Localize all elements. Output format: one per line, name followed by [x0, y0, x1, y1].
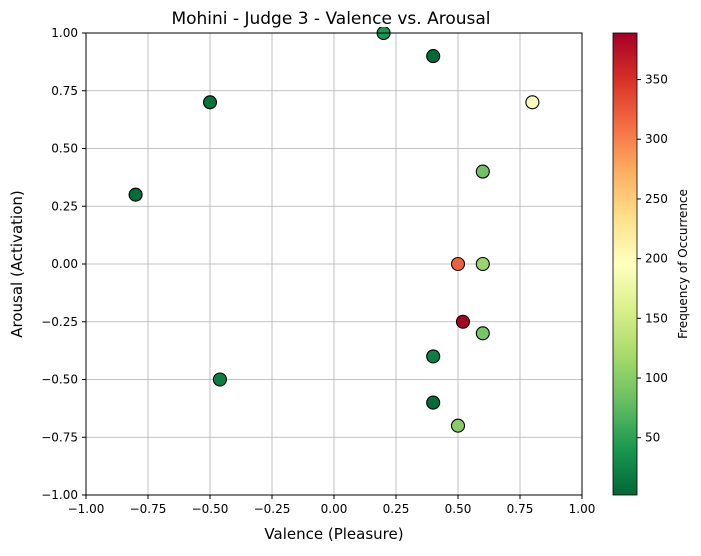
data-point-11: [212, 372, 227, 387]
data-point-9: [475, 326, 490, 341]
x-tick-label-3: −0.25: [254, 502, 291, 516]
colorbar-tick-label-3: 200: [645, 252, 668, 266]
y-tick-label-0: −1.00: [41, 488, 78, 502]
y-tick-label-7: 0.75: [51, 84, 78, 98]
y-axis-ticks: −1.00 −0.75 −0.50 −0.25 0.00 0.25 0.50 0.75 1.00: [41, 26, 86, 502]
colorbar-tick-label-2: 150: [645, 311, 668, 325]
colorbar-tick-label-5: 300: [645, 132, 668, 146]
data-point-7: [475, 256, 490, 272]
data-point-2: [202, 95, 218, 110]
x-tick-label-5: 0.25: [383, 502, 410, 516]
x-tick-label-8: 1.00: [569, 502, 596, 516]
grid-lines: [85, 32, 583, 496]
y-tick-label-5: 0.25: [51, 199, 78, 213]
x-axis-label: Valence (Pleasure): [264, 525, 403, 543]
data-point-6: [450, 256, 466, 272]
data-point-12: [426, 395, 441, 410]
colorbar: [612, 32, 638, 496]
data-point-10: [426, 349, 441, 364]
y-tick-label-1: −0.75: [41, 430, 78, 444]
colorbar-tick-label-4: 250: [645, 192, 668, 206]
x-tick-label-0: −1.00: [68, 502, 105, 516]
y-tick-label-4: 0.00: [51, 257, 78, 271]
colorbar-tick-label-0: 50: [645, 431, 660, 445]
colorbar-tick-label-1: 100: [645, 371, 668, 385]
x-tick-label-1: −0.75: [130, 502, 167, 516]
data-point-4: [475, 164, 490, 179]
data-point-1: [426, 49, 441, 64]
data-point-5: [128, 187, 143, 202]
y-tick-label-3: −0.25: [41, 315, 78, 329]
y-axis-label: Arousal (Activation): [8, 190, 26, 338]
colorbar-label: Frequency of Occurrence: [676, 189, 690, 339]
x-tick-label-7: 0.75: [507, 502, 534, 516]
y-tick-label-8: 1.00: [51, 26, 78, 40]
x-tick-label-6: 0.50: [445, 502, 472, 516]
data-point-8: [455, 314, 471, 329]
chart-title: Mohini - Judge 3 - Valence vs. Arousal: [171, 9, 490, 29]
y-tick-label-6: 0.50: [51, 142, 78, 156]
x-axis-ticks: −1.00 −0.75 −0.50 −0.25 0.00 0.25 0.50 0.75 1.00: [68, 495, 596, 516]
colorbar-tick-label-6: 350: [645, 73, 668, 87]
data-point-13: [450, 418, 466, 433]
x-tick-label-4: 0.00: [321, 502, 348, 516]
x-tick-label-2: −0.50: [192, 502, 229, 516]
colorbar-ticks: 50 100 150 200 250 300 350: [637, 73, 668, 445]
y-tick-label-2: −0.50: [41, 373, 78, 387]
plot-frame: [85, 32, 583, 496]
data-point-3: [525, 95, 540, 110]
